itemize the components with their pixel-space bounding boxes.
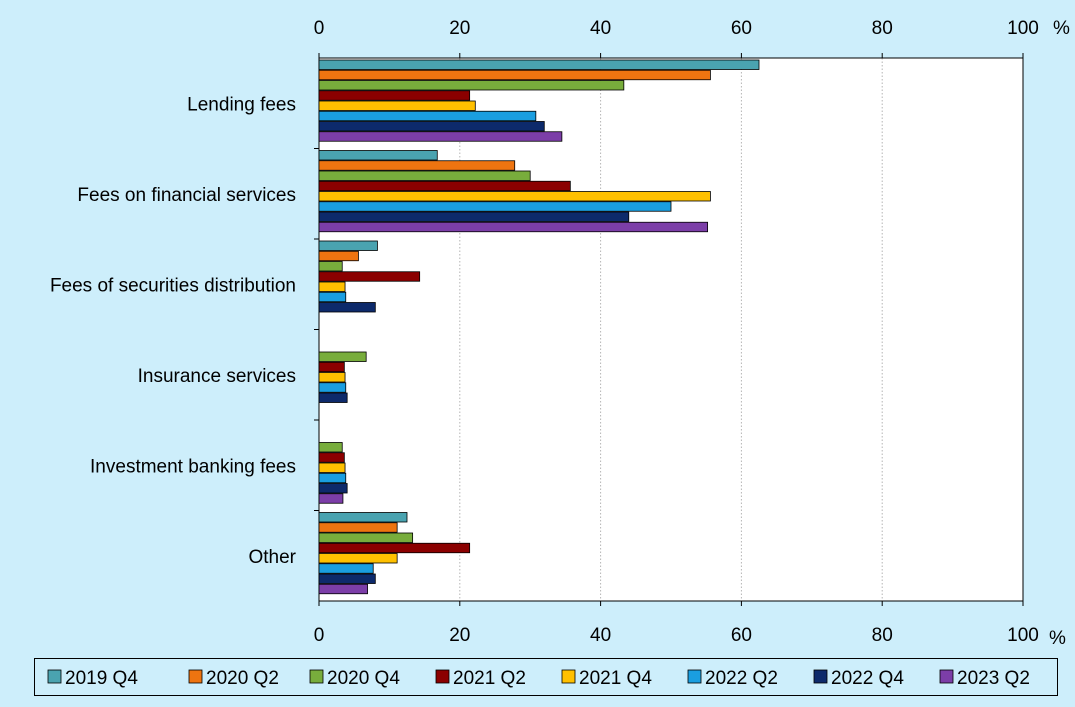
bar xyxy=(318,170,531,181)
legend-swatch xyxy=(188,669,203,684)
category-label: Investment banking fees xyxy=(90,456,296,477)
bar xyxy=(318,382,347,393)
bar xyxy=(318,211,630,222)
legend-swatch xyxy=(813,669,828,684)
x-tick-label-bottom: 20 xyxy=(449,625,470,646)
legend-label: 2021 Q4 xyxy=(579,668,652,689)
x-tick-label-top: 100 xyxy=(1007,18,1039,39)
bar xyxy=(318,110,537,122)
unit-label-top: % xyxy=(1053,18,1070,39)
bar xyxy=(318,302,376,313)
legend-label: 2022 Q2 xyxy=(705,668,778,689)
x-tick-label-bottom: 0 xyxy=(314,625,325,646)
bar xyxy=(318,542,471,554)
category-label: Fees of securities distribution xyxy=(50,275,296,296)
legend-box xyxy=(34,658,1058,696)
x-tick-label-top: 60 xyxy=(731,18,752,39)
legend-swatch xyxy=(435,669,450,684)
bar xyxy=(318,452,345,463)
bar xyxy=(318,150,438,161)
bar xyxy=(318,392,348,403)
bar xyxy=(318,583,368,595)
legend-swatch xyxy=(939,669,954,684)
bar xyxy=(318,281,346,292)
category-label: Other xyxy=(248,547,296,568)
bar xyxy=(318,90,471,101)
bar xyxy=(318,59,760,70)
x-tick-label-top: 0 xyxy=(314,18,325,39)
legend-label: 2023 Q2 xyxy=(957,668,1030,689)
bar xyxy=(318,131,563,142)
x-tick-label-bottom: 80 xyxy=(872,625,893,646)
bar xyxy=(318,180,571,192)
bar xyxy=(318,160,516,171)
bar xyxy=(318,573,376,584)
x-tick-label-bottom: 100 xyxy=(1007,625,1039,646)
legend-swatch xyxy=(687,669,702,684)
unit-label-bottom: % xyxy=(1049,628,1066,649)
bar xyxy=(318,240,378,251)
bar xyxy=(318,261,343,272)
bar xyxy=(318,351,367,362)
bar xyxy=(318,100,476,111)
legend-swatch xyxy=(309,669,324,684)
bar xyxy=(318,532,414,543)
legend-label: 2022 Q4 xyxy=(831,668,904,689)
bar xyxy=(318,80,625,91)
bar xyxy=(318,221,709,233)
bar xyxy=(318,512,408,523)
legend-swatch xyxy=(47,669,62,684)
bar xyxy=(318,472,347,484)
category-label: Fees on financial services xyxy=(77,185,296,206)
bar xyxy=(318,291,347,303)
legend-label: 2019 Q4 xyxy=(65,668,138,689)
bar xyxy=(318,553,398,564)
x-tick-label-top: 80 xyxy=(872,18,893,39)
bar xyxy=(318,442,343,453)
bar xyxy=(318,522,398,533)
legend-swatch xyxy=(561,669,576,684)
bar xyxy=(318,563,374,574)
category-label: Lending fees xyxy=(187,94,296,115)
plot-area: 0 0 20 20 40 40 60 60 80 80 100 100%% Lending fees Fe… xyxy=(50,18,1070,649)
bar xyxy=(318,250,359,262)
x-tick-label-bottom: 40 xyxy=(590,625,611,646)
bar xyxy=(318,121,545,132)
bar xyxy=(318,361,345,373)
bar xyxy=(318,462,346,473)
x-tick-label-bottom: 60 xyxy=(731,625,752,646)
bar xyxy=(318,191,711,202)
x-tick-label-top: 20 xyxy=(449,18,470,39)
x-tick-label-top: 40 xyxy=(590,18,611,39)
category-label: Insurance services xyxy=(138,366,296,387)
bar xyxy=(318,372,346,383)
bar xyxy=(318,493,344,504)
legend-label: 2021 Q2 xyxy=(453,668,526,689)
plot-background xyxy=(319,58,1023,601)
bar xyxy=(318,201,672,212)
legend-label: 2020 Q4 xyxy=(327,668,400,689)
bar xyxy=(318,271,421,282)
legend: 2019 Q4 2020 Q2 2020 Q4 2021 Q2 2021 Q4 2022 … xyxy=(34,658,1058,696)
bar xyxy=(318,483,348,494)
legend-label: 2020 Q2 xyxy=(206,668,279,689)
bar xyxy=(318,69,711,81)
